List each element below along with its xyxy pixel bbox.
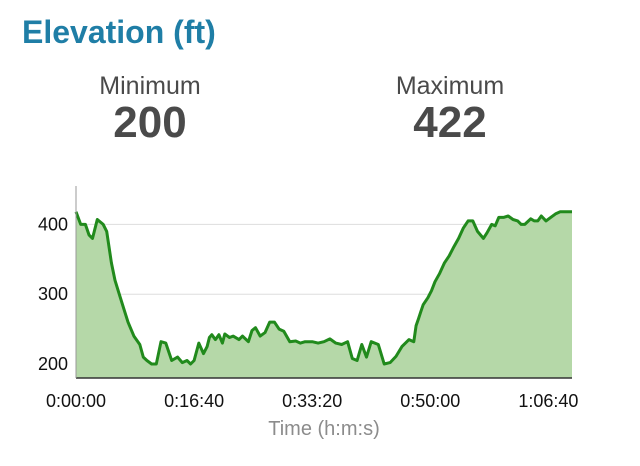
y-tick-label: 200 — [38, 354, 68, 374]
minimum-value: 200 — [113, 98, 187, 147]
maximum-value: 422 — [413, 98, 487, 147]
x-tick-label: 0:33:20 — [282, 391, 342, 411]
maximum-stat: Maximum 422 — [350, 72, 550, 146]
x-tick-labels: 0:00:00 0:16:40 0:33:20 0:50:00 1:06:40 — [46, 391, 578, 411]
x-tick-label: 0:16:40 — [164, 391, 224, 411]
elevation-line — [74, 210, 572, 366]
minimum-stat: Minimum 200 — [50, 72, 250, 146]
y-tick-label: 300 — [38, 284, 68, 304]
minimum-label: Minimum — [99, 72, 201, 100]
y-tick-labels: 200 300 400 — [38, 214, 68, 374]
x-tick-label: 0:50:00 — [400, 391, 460, 411]
x-tick-label: 1:06:40 — [518, 391, 578, 411]
elevation-area — [76, 211, 572, 378]
x-tick-label: 0:00:00 — [46, 391, 106, 411]
y-tick-label: 400 — [38, 214, 68, 234]
x-axis-title: Time (h:m:s) — [268, 418, 379, 440]
page-title: Elevation (ft) — [22, 14, 216, 50]
maximum-label: Maximum — [395, 72, 505, 100]
